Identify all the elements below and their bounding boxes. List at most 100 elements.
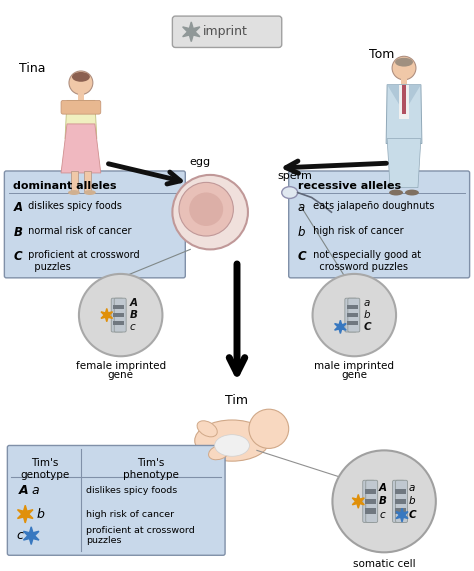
Bar (398, 498, 405, 504)
Bar (402, 85, 406, 114)
FancyBboxPatch shape (348, 298, 360, 332)
Polygon shape (387, 139, 421, 188)
Polygon shape (18, 505, 33, 523)
Bar (398, 489, 405, 494)
Text: dislikes spicy foods: dislikes spicy foods (25, 202, 122, 211)
Bar (394, 498, 402, 504)
FancyBboxPatch shape (8, 445, 225, 555)
Bar (113, 313, 121, 317)
Polygon shape (409, 85, 421, 104)
Ellipse shape (72, 72, 90, 82)
Bar (365, 498, 373, 504)
Bar (116, 305, 124, 309)
Text: C: C (409, 510, 417, 520)
Bar (399, 85, 409, 119)
Text: Tom: Tom (369, 49, 394, 62)
Bar (365, 489, 373, 494)
Text: A: A (129, 298, 137, 308)
Text: normal risk of cancer: normal risk of cancer (25, 226, 132, 236)
Text: high risk of cancer: high risk of cancer (86, 509, 174, 518)
Ellipse shape (405, 190, 419, 195)
Ellipse shape (68, 190, 80, 195)
Polygon shape (396, 508, 408, 522)
Circle shape (189, 192, 223, 226)
Circle shape (392, 57, 416, 80)
Circle shape (356, 500, 360, 503)
Bar (113, 321, 121, 325)
Bar (350, 305, 358, 309)
Text: B: B (13, 226, 22, 239)
Text: b: b (298, 226, 305, 239)
Text: a: a (409, 482, 415, 493)
Circle shape (339, 325, 342, 328)
Text: Tim: Tim (226, 393, 248, 407)
FancyBboxPatch shape (289, 171, 470, 278)
Bar (368, 489, 376, 494)
Polygon shape (182, 22, 200, 42)
Text: imprint: imprint (203, 25, 248, 38)
Text: B: B (379, 496, 387, 506)
Text: gene: gene (108, 370, 134, 380)
Bar (71, 171, 78, 191)
Bar (78, 93, 84, 100)
Bar (368, 508, 376, 513)
Ellipse shape (197, 421, 217, 437)
Polygon shape (65, 100, 97, 139)
Bar (113, 305, 121, 309)
Polygon shape (387, 85, 399, 104)
FancyBboxPatch shape (114, 298, 126, 332)
Text: C: C (363, 322, 371, 332)
Bar (84, 171, 91, 191)
Text: A: A (379, 482, 387, 493)
Polygon shape (24, 527, 39, 545)
Text: C: C (13, 251, 22, 263)
Text: c: c (16, 529, 23, 542)
Circle shape (23, 512, 27, 516)
Bar (116, 313, 124, 317)
FancyBboxPatch shape (61, 100, 101, 114)
Bar (394, 489, 402, 494)
Polygon shape (335, 320, 346, 333)
Text: gene: gene (341, 370, 367, 380)
Text: recessive alleles: recessive alleles (298, 181, 401, 191)
Text: somatic cell: somatic cell (353, 559, 415, 569)
Text: C: C (298, 251, 306, 263)
Text: not especially good at
   crossword puzzles: not especially good at crossword puzzles (310, 251, 421, 272)
Ellipse shape (282, 187, 298, 199)
Ellipse shape (395, 58, 413, 67)
Bar (116, 321, 124, 325)
Bar (368, 498, 376, 504)
Text: b: b (363, 310, 370, 320)
Bar (394, 508, 402, 513)
Text: dominant alleles: dominant alleles (13, 181, 117, 191)
Circle shape (29, 533, 34, 538)
Ellipse shape (195, 420, 269, 461)
Circle shape (312, 274, 396, 356)
FancyBboxPatch shape (4, 171, 185, 278)
Bar (347, 321, 355, 325)
Ellipse shape (389, 190, 403, 195)
Bar (347, 305, 355, 309)
FancyBboxPatch shape (366, 480, 378, 522)
Text: proficient at crossword
puzzles: proficient at crossword puzzles (86, 526, 195, 545)
Text: high risk of cancer: high risk of cancer (310, 226, 403, 236)
Text: a: a (298, 202, 305, 214)
Text: a: a (363, 298, 370, 308)
Text: A: A (19, 484, 29, 497)
Text: female imprinted: female imprinted (76, 361, 166, 371)
Bar (401, 78, 407, 85)
Text: proficient at crossword
   puzzles: proficient at crossword puzzles (25, 251, 140, 272)
Text: A: A (13, 202, 22, 214)
Polygon shape (352, 494, 365, 508)
Text: a: a (31, 484, 39, 497)
Text: c: c (379, 510, 385, 520)
Text: Tim's
phenotype: Tim's phenotype (123, 458, 178, 480)
Text: Tina: Tina (19, 62, 46, 75)
Text: eats jalapeño doughnuts: eats jalapeño doughnuts (310, 202, 434, 211)
Bar (350, 321, 358, 325)
Text: male imprinted: male imprinted (314, 361, 394, 371)
FancyBboxPatch shape (111, 298, 123, 332)
Circle shape (332, 451, 436, 552)
Ellipse shape (209, 445, 230, 460)
Circle shape (189, 29, 194, 34)
